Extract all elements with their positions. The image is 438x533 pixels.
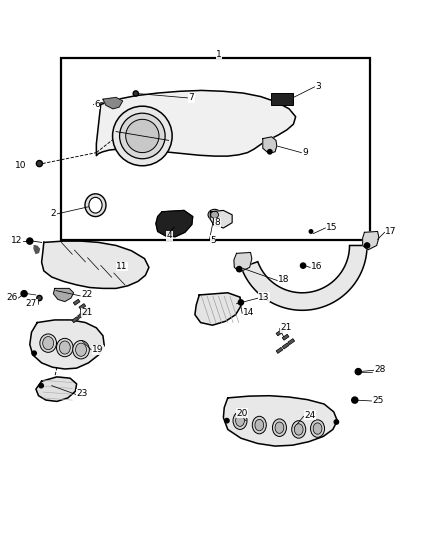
Ellipse shape	[89, 197, 102, 213]
Bar	[276, 330, 283, 336]
Circle shape	[39, 383, 43, 388]
Polygon shape	[263, 137, 277, 154]
Text: 19: 19	[92, 345, 103, 354]
Text: 16: 16	[311, 262, 322, 271]
Ellipse shape	[236, 415, 244, 426]
Bar	[84, 308, 91, 314]
Polygon shape	[103, 98, 123, 109]
Polygon shape	[36, 377, 77, 401]
Ellipse shape	[76, 343, 86, 356]
Circle shape	[120, 113, 165, 159]
Polygon shape	[234, 253, 252, 272]
Circle shape	[36, 160, 42, 167]
Ellipse shape	[255, 419, 264, 431]
Circle shape	[27, 238, 33, 244]
Circle shape	[21, 290, 27, 297]
Text: 17: 17	[385, 227, 397, 236]
Text: 11: 11	[116, 262, 127, 271]
Polygon shape	[223, 395, 337, 446]
Text: 15: 15	[326, 223, 338, 231]
Ellipse shape	[73, 341, 89, 359]
Circle shape	[113, 106, 172, 166]
Polygon shape	[30, 320, 104, 369]
Text: 4: 4	[166, 231, 172, 240]
Text: 7: 7	[188, 93, 194, 102]
Ellipse shape	[292, 421, 306, 438]
Bar	[61, 59, 370, 240]
Ellipse shape	[57, 338, 73, 357]
Ellipse shape	[40, 334, 57, 352]
Text: 18: 18	[278, 275, 290, 284]
Text: 8: 8	[215, 218, 220, 227]
Ellipse shape	[272, 419, 286, 437]
Text: 21: 21	[280, 324, 292, 332]
Circle shape	[300, 263, 306, 268]
Bar	[78, 312, 85, 318]
Text: 13: 13	[258, 293, 270, 302]
Bar	[73, 299, 80, 305]
Circle shape	[364, 243, 370, 248]
Ellipse shape	[275, 422, 284, 433]
Text: 6: 6	[94, 100, 100, 109]
Circle shape	[352, 397, 358, 403]
Polygon shape	[34, 246, 39, 253]
FancyBboxPatch shape	[271, 93, 293, 106]
Text: 9: 9	[302, 148, 308, 157]
Circle shape	[126, 119, 159, 152]
Text: 28: 28	[374, 365, 386, 374]
Text: 21: 21	[81, 308, 92, 317]
Bar	[282, 334, 289, 340]
Text: 1: 1	[216, 50, 222, 59]
Ellipse shape	[233, 412, 247, 430]
Circle shape	[37, 295, 42, 301]
Text: 10: 10	[15, 161, 26, 170]
Polygon shape	[195, 293, 241, 325]
Polygon shape	[42, 241, 149, 288]
Bar	[72, 317, 79, 322]
Circle shape	[334, 420, 339, 424]
Polygon shape	[241, 246, 367, 310]
Text: 24: 24	[304, 411, 316, 420]
Bar	[79, 304, 86, 310]
Circle shape	[355, 368, 361, 375]
Ellipse shape	[211, 211, 219, 219]
Text: 22: 22	[81, 290, 92, 300]
Polygon shape	[363, 231, 379, 250]
Circle shape	[225, 418, 229, 423]
Text: 25: 25	[372, 395, 384, 405]
Text: 20: 20	[237, 409, 248, 418]
Ellipse shape	[59, 341, 70, 354]
Circle shape	[133, 91, 138, 96]
Polygon shape	[210, 211, 232, 228]
Polygon shape	[53, 288, 74, 302]
Text: 27: 27	[26, 299, 37, 308]
Ellipse shape	[208, 209, 221, 220]
Text: 2: 2	[50, 209, 56, 219]
Text: 26: 26	[6, 293, 18, 302]
Polygon shape	[156, 211, 193, 237]
Ellipse shape	[85, 194, 106, 216]
Bar	[276, 348, 283, 353]
Circle shape	[309, 230, 313, 233]
Bar	[288, 338, 295, 345]
Ellipse shape	[313, 423, 322, 434]
Ellipse shape	[294, 424, 303, 435]
Text: 12: 12	[11, 236, 22, 245]
Polygon shape	[96, 91, 296, 156]
Circle shape	[237, 266, 242, 272]
Circle shape	[268, 150, 272, 154]
Circle shape	[32, 351, 36, 356]
Circle shape	[238, 300, 244, 305]
Text: 3: 3	[315, 83, 321, 92]
Text: 23: 23	[77, 389, 88, 398]
Ellipse shape	[42, 336, 53, 350]
Text: 14: 14	[243, 308, 254, 317]
Text: 5: 5	[210, 236, 216, 245]
Bar	[282, 343, 289, 349]
Ellipse shape	[311, 420, 325, 437]
Ellipse shape	[252, 416, 266, 434]
